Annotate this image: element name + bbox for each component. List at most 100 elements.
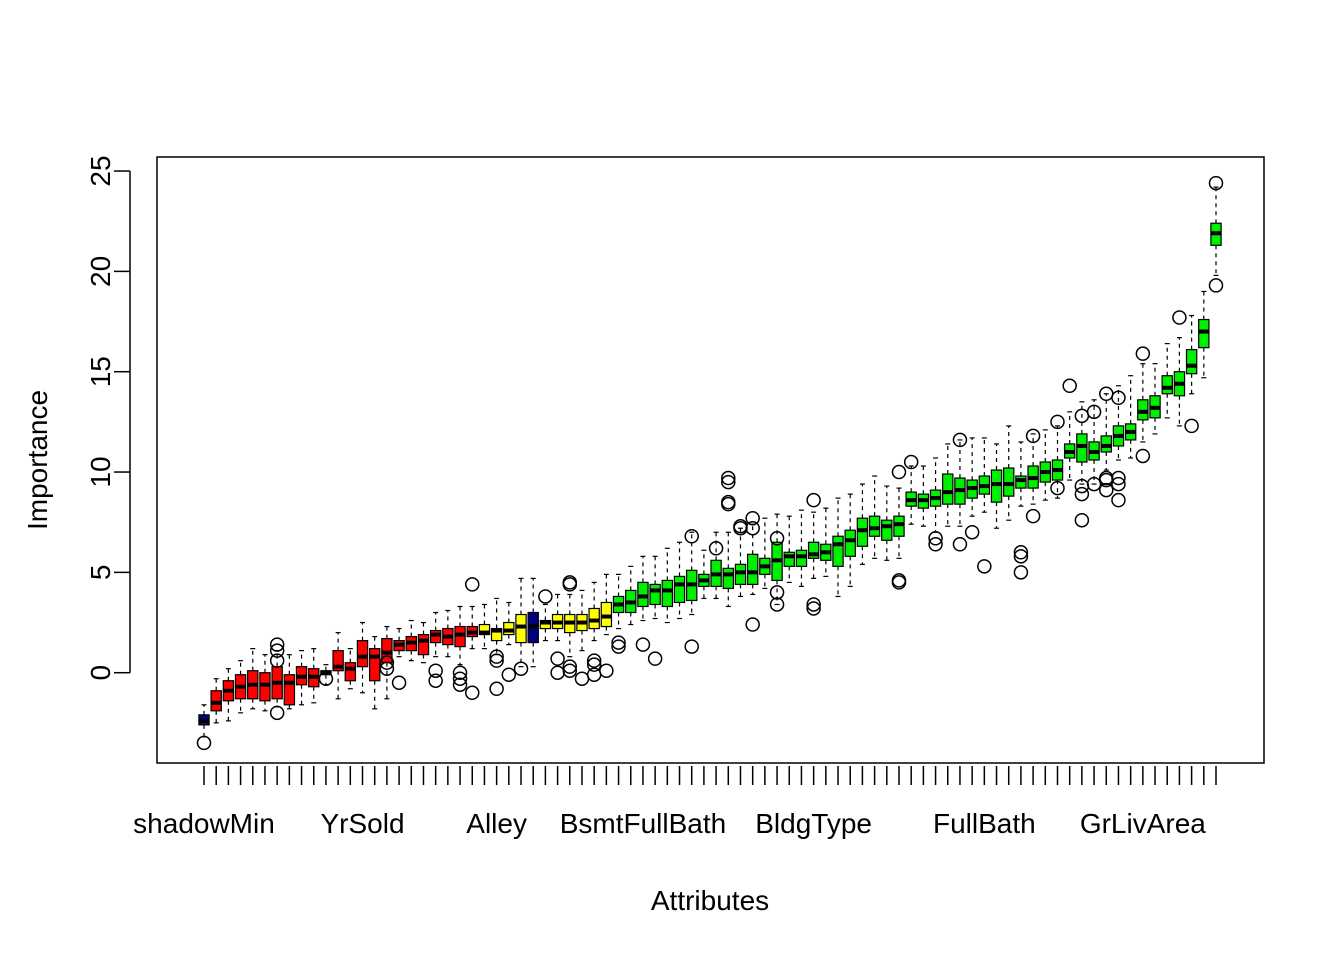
outlier-point xyxy=(891,464,907,480)
box-42 xyxy=(710,531,722,600)
box-40 xyxy=(685,531,698,616)
outlier-point xyxy=(1135,448,1151,464)
outlier-point xyxy=(684,639,699,654)
box-45 xyxy=(746,523,759,596)
box-body xyxy=(332,650,344,672)
outlier-point xyxy=(1099,482,1114,498)
outlier-point xyxy=(538,589,553,604)
outlier-point xyxy=(1111,390,1126,406)
outlier-point xyxy=(501,667,517,682)
outlier-point xyxy=(635,637,651,652)
box-body xyxy=(417,633,430,656)
box-body xyxy=(539,619,552,630)
outlier-point xyxy=(269,637,285,652)
box-14 xyxy=(368,635,381,710)
box-24 xyxy=(490,597,503,656)
outlier-point xyxy=(452,677,468,692)
outlier-point xyxy=(721,474,736,490)
box-body xyxy=(478,623,491,636)
outlier-point xyxy=(269,643,285,658)
outlier-point xyxy=(745,617,760,632)
box-66 xyxy=(1003,425,1015,521)
outlier-point xyxy=(428,673,443,688)
boxes-group xyxy=(196,175,1224,751)
x-tick-label: YrSold xyxy=(320,808,404,839)
x-tick-label: Alley xyxy=(466,808,527,839)
outlier-point xyxy=(1062,378,1077,394)
box-16 xyxy=(393,627,405,658)
outlier-point xyxy=(806,601,821,616)
outlier-point xyxy=(1050,414,1065,430)
box-9 xyxy=(308,648,320,704)
outlier-point xyxy=(977,559,992,574)
box-body xyxy=(893,515,905,537)
box-43 xyxy=(722,531,735,608)
box-body xyxy=(429,629,442,644)
y-tick-label: 25 xyxy=(85,155,116,186)
box-body xyxy=(1161,375,1173,395)
outlier-point xyxy=(745,520,760,536)
box-body xyxy=(807,541,820,559)
box-body xyxy=(490,627,503,642)
outlier-point xyxy=(1184,418,1199,434)
box-69 xyxy=(1039,429,1052,501)
box-23 xyxy=(478,603,491,650)
box-2 xyxy=(222,668,235,722)
box-1 xyxy=(210,678,222,724)
x-tick-label: BsmtFullBath xyxy=(560,808,727,839)
box-body xyxy=(588,607,600,630)
box-76 xyxy=(1124,375,1137,459)
x-tick-label: FullBath xyxy=(933,808,1036,839)
box-body xyxy=(1185,349,1198,375)
box-body xyxy=(881,519,893,541)
box-4 xyxy=(247,648,259,710)
box-38 xyxy=(661,547,674,624)
box-body xyxy=(637,581,649,608)
outlier-point xyxy=(489,681,504,697)
outlier-point xyxy=(952,432,968,448)
box-body xyxy=(503,621,515,636)
box-body xyxy=(795,549,808,567)
outlier-point xyxy=(611,639,626,654)
outlier-point xyxy=(464,577,480,592)
outlier-point xyxy=(318,671,334,686)
box-body xyxy=(1076,433,1088,463)
box-25 xyxy=(503,601,515,646)
box-30 xyxy=(564,593,576,658)
box-body xyxy=(844,529,856,557)
box-body xyxy=(832,535,844,567)
outlier-point xyxy=(391,675,407,690)
box-71 xyxy=(1063,411,1076,481)
box-body xyxy=(210,690,222,712)
box-53 xyxy=(844,493,856,588)
outlier-point xyxy=(1013,545,1029,560)
outlier-point xyxy=(891,575,907,590)
outlier-point xyxy=(1025,428,1041,444)
box-body xyxy=(661,579,674,608)
box-3 xyxy=(234,660,247,714)
box-26 xyxy=(515,577,527,668)
outlier-point xyxy=(269,705,285,721)
y-tick-label: 10 xyxy=(85,456,116,487)
outlier-point xyxy=(513,661,529,676)
box-body xyxy=(673,575,686,604)
box-20 xyxy=(442,609,454,658)
box-59 xyxy=(917,465,930,527)
y-axis-title: Importance xyxy=(22,390,53,530)
outlier-point xyxy=(489,649,504,664)
box-49 xyxy=(795,509,808,588)
outlier-point xyxy=(1025,508,1041,524)
outlier-point xyxy=(952,537,968,552)
outlier-point xyxy=(550,651,565,666)
box-29 xyxy=(551,593,564,642)
box-body xyxy=(368,648,381,682)
outlier-point xyxy=(562,663,578,678)
box-54 xyxy=(856,483,869,565)
box-83 xyxy=(1210,186,1222,276)
box-46 xyxy=(759,517,771,590)
box-75 xyxy=(1112,385,1125,461)
box-body xyxy=(515,613,527,644)
outlier-point xyxy=(611,635,626,650)
